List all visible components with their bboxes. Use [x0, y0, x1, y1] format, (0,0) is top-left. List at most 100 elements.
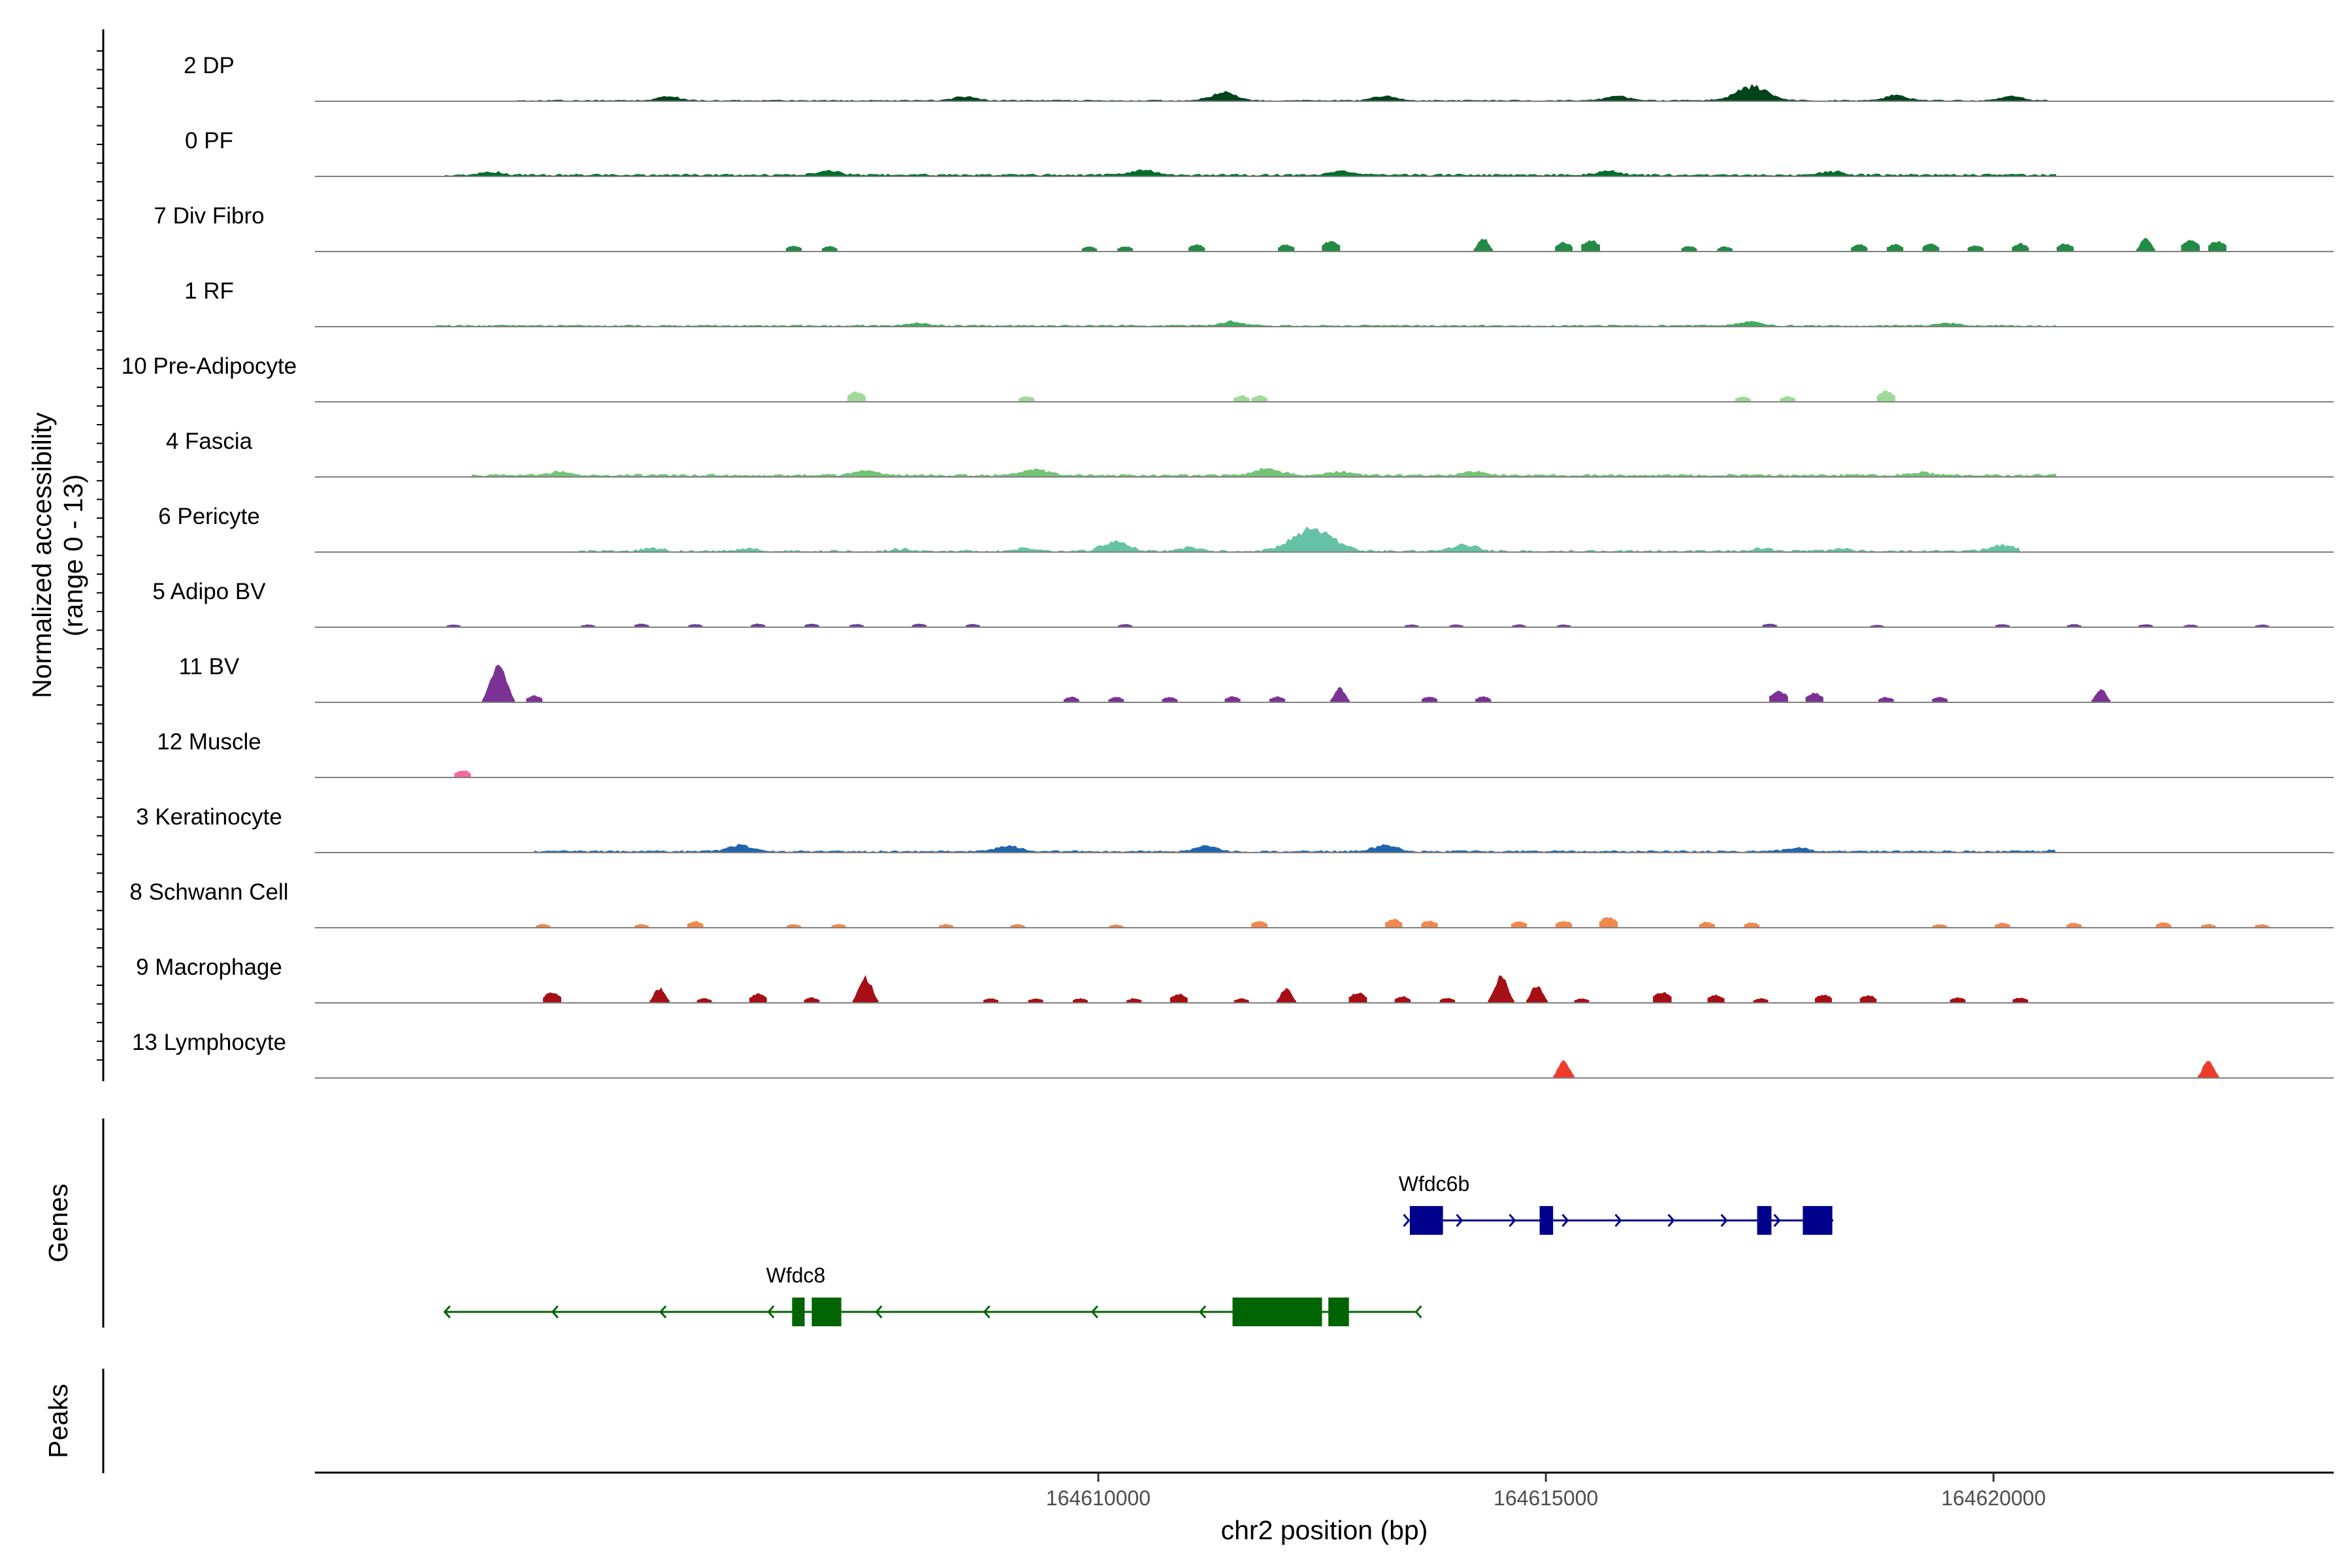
peak-8-schwann-cell-18	[1995, 923, 2010, 928]
peak-9-macrophage-22	[1753, 998, 1769, 1003]
strand-arrow	[875, 1305, 883, 1318]
track-7-div-fibro: 7 Div Fibro	[154, 203, 2334, 252]
peak-7-div-fibro-8	[1473, 238, 1493, 252]
strand-arrow	[983, 1305, 990, 1318]
track-label-7-div-fibro: 7 Div Fibro	[154, 203, 264, 229]
peak-8-schwann-cell-2	[634, 924, 649, 928]
peak-7-div-fibro-18	[2056, 243, 2074, 252]
peak-9-macrophage-12	[1233, 998, 1249, 1003]
peak-9-macrophage-14	[1348, 992, 1367, 1003]
peak-8-schwann-cell-8	[1109, 924, 1124, 928]
track-6-pericyte: 6 Pericyte	[158, 504, 2334, 553]
peak-8-schwann-cell-16	[1744, 922, 1760, 928]
strand-arrow	[1667, 1214, 1675, 1227]
exon-wfdc8	[792, 1298, 805, 1326]
coverage-2-dp	[516, 84, 2048, 101]
track-4-fascia: 4 Fascia	[166, 429, 2334, 478]
peak-8-schwann-cell-22	[2255, 924, 2270, 928]
strand-arrow	[767, 1305, 775, 1318]
gene-label-wfdc8: Wfdc8	[766, 1264, 826, 1287]
peak-5-adipo-bv-13	[1512, 624, 1526, 627]
peak-5-adipo-bv-8	[911, 623, 927, 627]
peak-5-adipo-bv-4	[688, 624, 703, 627]
peak-5-adipo-bv-9	[966, 624, 981, 627]
strand-arrow	[1561, 1214, 1569, 1227]
genes-panel-label: Genes	[43, 1184, 73, 1263]
track-label-9-macrophage: 9 Macrophage	[136, 955, 282, 980]
peak-5-adipo-bv-1	[446, 624, 461, 627]
track-8-schwann-cell: 8 Schwann Cell	[129, 879, 2334, 928]
peak-5-adipo-bv-19	[2138, 624, 2153, 627]
peak-13-lymphocyte-1	[1553, 1060, 1575, 1078]
peak-5-adipo-bv-17	[1995, 624, 2010, 627]
track-label-8-schwann-cell: 8 Schwann Cell	[129, 879, 288, 905]
x-axis-ticks: 164610000 164615000 164620000	[1046, 1473, 2046, 1510]
peak-7-div-fibro-20	[2181, 240, 2200, 252]
track-12-muscle: 12 Muscle	[157, 729, 2334, 778]
peak-9-macrophage-25	[1950, 997, 1966, 1003]
peak-8-schwann-cell-10	[1385, 919, 1403, 928]
peak-11-bv-5	[1162, 696, 1178, 702]
peak-8-schwann-cell-11	[1421, 920, 1438, 928]
track-label-2-dp: 2 DP	[184, 53, 235, 78]
peak-11-bv-4	[1108, 696, 1124, 702]
strand-arrow	[659, 1305, 667, 1318]
peak-5-adipo-bv-2	[581, 624, 595, 627]
exon-wfdc6b	[1803, 1206, 1833, 1235]
peak-10-pre-adipocyte-1	[847, 391, 866, 402]
peak-11-bv-11	[1769, 691, 1788, 702]
track-label-13-lymphocyte: 13 Lymphocyte	[132, 1030, 286, 1055]
strand-arrow	[1403, 1214, 1411, 1227]
peak-5-adipo-bv-14	[1556, 624, 1571, 627]
peak-7-div-fibro-6	[1278, 244, 1295, 252]
peak-11-bv-15	[2091, 689, 2111, 702]
exon-wfdc6b	[1409, 1206, 1443, 1235]
peak-7-div-fibro-15	[1922, 243, 1940, 252]
track-11-bv: 11 BV	[179, 654, 2334, 703]
peak-9-macrophage-16	[1439, 998, 1456, 1003]
peak-9-macrophage-6	[853, 975, 879, 1003]
track-0-pf: 0 PF	[185, 128, 2334, 177]
track-13-lymphocyte: 13 Lymphocyte	[132, 1030, 2334, 1079]
peak-8-schwann-cell-3	[687, 921, 704, 928]
peak-7-div-fibro-19	[2136, 238, 2155, 252]
peak-9-macrophage-8	[1028, 998, 1043, 1003]
peak-7-div-fibro-5	[1188, 244, 1205, 252]
strand-arrow	[1773, 1214, 1781, 1227]
peak-11-bv-8	[1330, 687, 1350, 702]
peak-9-macrophage-11	[1169, 993, 1188, 1003]
gene-label-wfdc6b: Wfdc6b	[1399, 1172, 1469, 1196]
peak-11-bv-2	[526, 695, 543, 702]
strand-arrow	[443, 1305, 451, 1318]
peak-13-lymphocyte-2	[2198, 1061, 2219, 1078]
track-2-dp: 2 DP	[184, 53, 2334, 102]
peak-7-div-fibro-2	[822, 246, 838, 252]
peak-5-adipo-bv-12	[1449, 624, 1463, 627]
peak-9-macrophage-23	[1814, 994, 1832, 1003]
coverage-3-keratinocyte	[534, 843, 2057, 853]
y-axis-title-line2: (range 0 - 13)	[58, 474, 88, 636]
peak-7-div-fibro-9	[1555, 242, 1573, 252]
gene-wfdc8: Wfdc8	[443, 1264, 1422, 1326]
peak-9-macrophage-10	[1126, 998, 1142, 1003]
x-axis-title: chr2 position (bp)	[1221, 1515, 1428, 1545]
track-3-keratinocyte: 3 Keratinocyte	[136, 804, 2334, 853]
peak-7-div-fibro-17	[2012, 242, 2029, 252]
peak-5-adipo-bv-18	[2066, 624, 2082, 627]
exon-wfdc6b	[1539, 1206, 1554, 1235]
peak-5-adipo-bv-10	[1118, 624, 1132, 627]
peak-5-adipo-bv-7	[849, 623, 864, 627]
peak-5-adipo-bv-3	[634, 623, 649, 627]
peak-8-schwann-cell-6	[938, 924, 954, 928]
peak-7-div-fibro-16	[1967, 245, 1984, 252]
peak-8-schwann-cell-4	[787, 924, 802, 928]
peak-8-schwann-cell-21	[2201, 924, 2216, 928]
peak-11-bv-13	[1878, 696, 1894, 702]
peak-8-schwann-cell-19	[2066, 923, 2082, 928]
peak-9-macrophage-26	[2012, 998, 2029, 1003]
track-label-11-bv: 11 BV	[179, 654, 240, 679]
peak-9-macrophage-18	[1526, 986, 1548, 1003]
peak-10-pre-adipocyte-7	[1876, 390, 1896, 402]
coverage-tracks: 2 DP 0 PF 7 Div Fibro 1 RF 10 Pre-Adipocyte 4…	[122, 53, 2334, 1079]
